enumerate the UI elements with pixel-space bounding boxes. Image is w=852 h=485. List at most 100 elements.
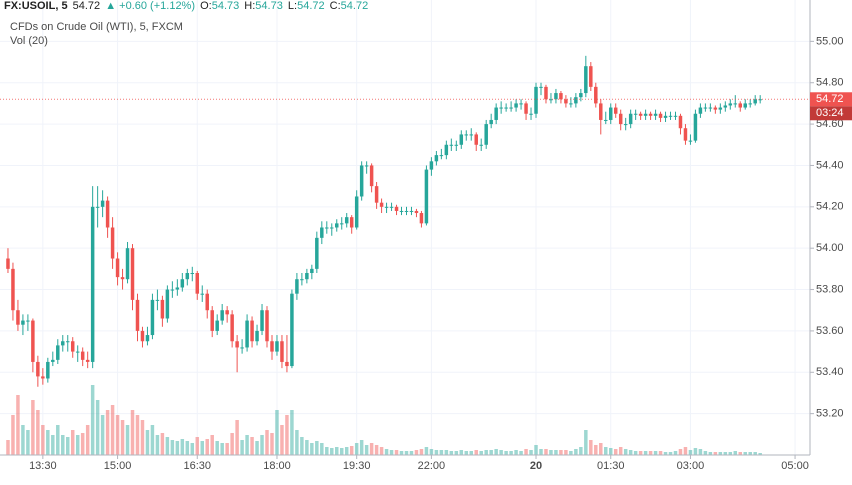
volume-bar [399,451,404,455]
candle-body [255,330,259,342]
volume-bar [434,450,439,455]
volume-bar [733,451,738,455]
y-tick-label: 54.80 [816,77,844,89]
candle-body [748,103,752,105]
candle-body [638,113,643,116]
candle-body [165,289,170,319]
candle-body [320,227,324,238]
volume-bar [325,447,329,455]
volume-bar [389,450,394,455]
volume-bar [564,450,568,455]
candle-body [683,128,688,141]
volume-bar [753,452,757,455]
volume-bar [110,405,115,455]
volume-bar [190,443,195,455]
candle-body [449,144,454,146]
volume-bar [75,435,80,455]
candle-body [21,320,25,325]
candle-body [95,206,100,208]
y-tick-label: 54.00 [816,242,844,254]
y-tick-label: 54.60 [816,118,844,130]
candle-body [723,105,728,108]
candle-body [26,320,30,322]
candle-body [56,345,60,360]
volume-bar [618,447,623,455]
volume-bar [80,433,85,455]
volume-bar [529,450,533,455]
volume-bar [514,450,518,455]
candle-body [628,113,633,125]
candle-body [479,144,483,146]
volume-bar [663,452,668,455]
candle-layer [6,55,762,387]
candle-body [205,293,209,311]
volume-label: Vol (20) [10,35,48,47]
volume-bar [379,447,384,455]
candle-body [504,107,508,109]
candle-body [559,93,563,100]
candle-body [280,341,284,362]
volume-bar [599,443,603,455]
candle-body [230,314,234,342]
volume-bar [653,451,658,455]
volume-bar [384,449,389,455]
candle-body [633,113,638,115]
volume-bar [748,452,752,455]
volume-bar [56,425,60,455]
candle-body [434,155,439,162]
candle-body [444,144,449,156]
candle-body [708,107,713,109]
l-label: L: [288,0,297,12]
candle-body [399,210,404,212]
volume-bar [305,440,309,455]
y-tick-label: 53.40 [816,366,844,378]
volume-bar [698,449,703,455]
close: 54.72 [341,0,369,12]
candle-body [604,119,608,121]
candle-body [195,273,200,294]
volume-bar [290,410,294,455]
volume-bar [260,435,264,455]
y-tick-label: 53.20 [816,408,844,420]
c-label: C: [330,0,341,12]
candle-body [494,107,498,120]
volume-bar [265,430,269,455]
y-tick-label: 53.80 [816,283,844,295]
x-tick-label: 22:00 [418,460,446,472]
candle-body [424,169,429,224]
candle-body [618,113,623,125]
volume-bar [544,449,548,455]
candle-body [698,107,703,114]
candle-body [514,103,518,108]
volume-bar [499,450,503,455]
volume-bar [185,441,190,455]
volume-bar [713,452,718,455]
candle-body [300,279,304,281]
candle-body [335,223,339,228]
volume-bar [643,451,648,455]
candle-body [235,341,239,348]
x-tick-label: 05:00 [781,460,809,472]
candle-body [489,119,493,125]
candle-body [310,268,314,273]
candle-body [409,210,414,212]
x-tick-label: 15:00 [104,460,132,472]
last: 54.72 [73,0,101,12]
countdown-box [810,106,852,121]
x-tick-label: 19:30 [343,460,371,472]
volume-bar [235,420,239,455]
volume-bar [320,443,324,455]
candle-body [589,66,593,87]
volume-bar [240,440,244,455]
volume-bar [130,410,135,455]
candle-body [613,107,618,114]
candle-body [459,134,464,145]
volume-bar [668,452,673,455]
candle-body [190,273,195,274]
candle-body [170,289,175,291]
candle-body [673,115,678,117]
volume-bar [339,448,344,455]
candle-body [534,86,538,114]
volume-bar [444,450,449,455]
